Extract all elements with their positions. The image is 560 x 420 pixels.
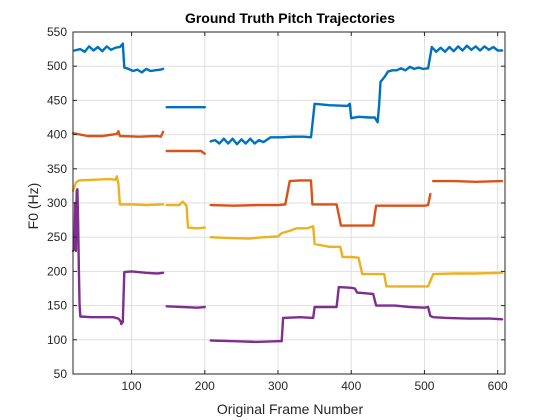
x-axis-label: Original Frame Number	[217, 401, 364, 417]
series-2-segment-4	[432, 179, 504, 183]
x-tick-label: 600	[488, 379, 508, 393]
y-axis-label: F0 (Hz)	[25, 183, 41, 230]
x-tick-label: 500	[414, 379, 434, 393]
series-4-segment-3	[209, 285, 504, 344]
y-tick-label: 300	[47, 196, 67, 210]
x-tick-label: 100	[122, 379, 142, 393]
series-3-segment-1	[71, 175, 165, 207]
series-1-segment-1	[73, 42, 165, 74]
y-tick-label: 450	[47, 93, 67, 107]
y-tick-label: 50	[54, 367, 68, 381]
ticks: 100 200 300 400 500 600 50 100 150 200 250 300 350 40…	[47, 25, 508, 393]
series-2-segment-1	[71, 130, 165, 138]
y-tick-label: 150	[47, 299, 67, 313]
series-1-segment-3	[209, 44, 504, 146]
y-tick-label: 400	[47, 128, 67, 142]
series-2-segment-2	[165, 149, 206, 155]
y-tick-label: 250	[47, 230, 67, 244]
series-4-segment-2	[165, 305, 206, 309]
series-4-segment-1	[71, 188, 165, 326]
series-2-segment-3	[209, 179, 432, 227]
y-tick-label: 350	[47, 162, 67, 176]
series-3-segment-2	[165, 200, 206, 230]
series-3-segment-3	[209, 225, 504, 288]
series-group	[71, 42, 504, 344]
chart-title: Ground Truth Pitch Trajectories	[185, 10, 395, 26]
x-tick-label: 400	[341, 379, 361, 393]
x-tick-label: 200	[195, 379, 215, 393]
y-tick-label: 200	[47, 264, 67, 278]
y-tick-label: 100	[47, 333, 67, 347]
x-tick-label: 300	[268, 379, 288, 393]
y-tick-label: 500	[47, 59, 67, 73]
y-tick-label: 550	[47, 25, 67, 39]
